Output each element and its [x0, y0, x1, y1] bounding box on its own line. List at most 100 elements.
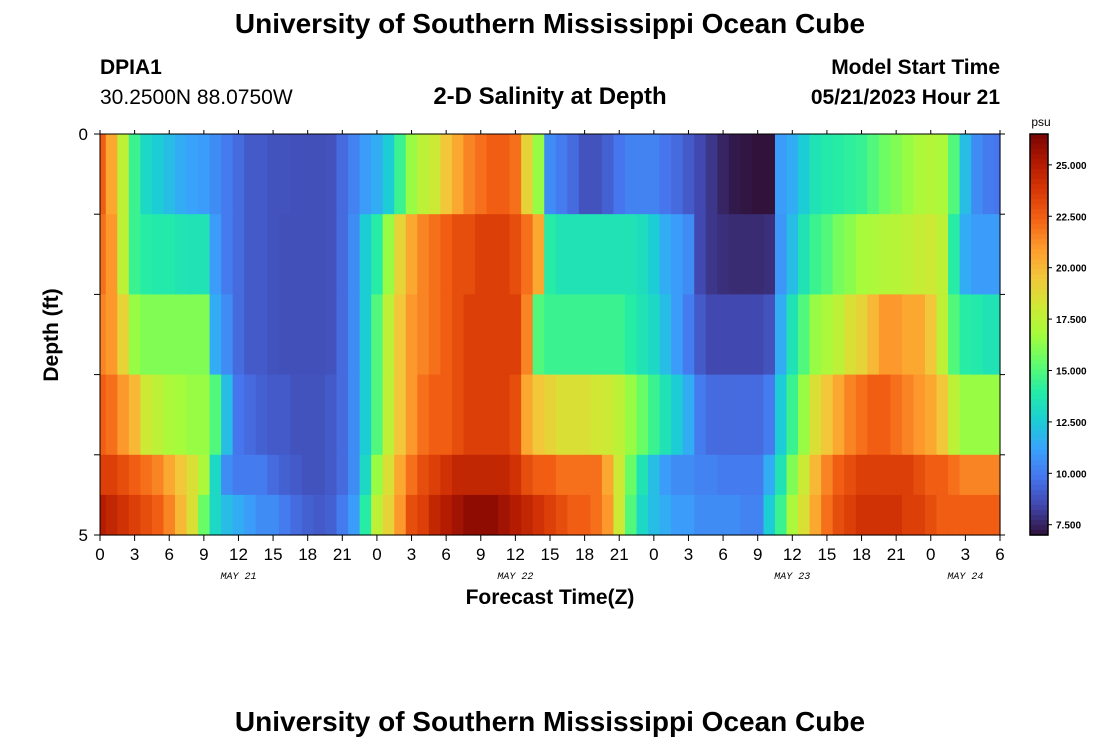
x-tick-label: 18: [852, 545, 871, 564]
heatmap-cell: [359, 374, 372, 456]
heatmap-cell: [198, 214, 211, 295]
heatmap-cell: [763, 374, 776, 456]
heatmap-cell: [763, 294, 776, 376]
heatmap-cell: [105, 454, 118, 496]
heatmap-cell: [740, 214, 753, 295]
heatmap-cell: [832, 494, 845, 536]
heatmap-cell: [798, 374, 811, 456]
colorbar-step: [1030, 279, 1048, 285]
x-tick-label: 15: [817, 545, 836, 564]
heatmap-cell: [475, 134, 488, 215]
heatmap-cell: [601, 134, 615, 215]
colorbar-step: [1030, 234, 1048, 240]
heatmap-cell: [100, 214, 107, 295]
heatmap-cell: [451, 134, 465, 215]
heatmap-cell: [475, 494, 488, 536]
heatmap-cell: [532, 294, 545, 376]
heatmap-cell: [371, 454, 384, 496]
colorbar-step: [1030, 499, 1048, 506]
heatmap-cell: [659, 494, 672, 536]
heatmap-cell: [636, 294, 649, 376]
heatmap-cell: [255, 294, 268, 376]
colorbar-step: [1030, 444, 1048, 451]
heatmap-cell: [325, 294, 338, 376]
heatmap-cell: [209, 494, 222, 536]
heatmap-cell: [901, 494, 915, 536]
heatmap-cell: [221, 294, 234, 376]
heatmap-cell: [117, 494, 130, 536]
heatmap-cell: [509, 294, 522, 376]
heatmap-cell: [186, 214, 199, 295]
heatmap-cell: [301, 454, 315, 496]
heatmap-cell: [336, 494, 349, 536]
x-tick-label: 6: [164, 545, 173, 564]
heatmap-cell: [809, 374, 822, 456]
colorbar-step: [1030, 384, 1048, 391]
heatmap-cell: [567, 294, 580, 376]
heatmap-cell: [971, 374, 984, 456]
heatmap-cell: [498, 374, 511, 456]
heatmap-cell: [221, 374, 234, 456]
heatmap-cell: [348, 134, 361, 215]
heatmap-cell: [313, 494, 326, 536]
heatmap-cell: [151, 374, 165, 456]
heatmap-cell: [267, 134, 280, 215]
heatmap-cell: [832, 374, 845, 456]
x-tick-label: 3: [130, 545, 139, 564]
heatmap-cell: [671, 134, 684, 215]
colorbar-step: [1030, 474, 1048, 481]
heatmap-cell: [405, 454, 418, 496]
heatmap-cell: [959, 454, 972, 496]
heatmap-cell: [925, 214, 938, 295]
heatmap-cell: [463, 214, 476, 295]
heatmap-cell: [567, 374, 580, 456]
heatmap-cell: [821, 134, 834, 215]
heatmap-cell: [128, 134, 141, 215]
heatmap-cell: [832, 454, 845, 496]
heatmap-cell: [890, 294, 903, 376]
colorbar-step: [1030, 479, 1048, 486]
heatmap-cell: [486, 374, 499, 456]
heatmap-cell: [786, 134, 799, 215]
heatmap-cell: [705, 374, 718, 456]
colorbar-step: [1030, 419, 1048, 426]
heatmap-cell: [948, 294, 961, 376]
colorbar-frame: [1029, 133, 1049, 536]
heatmap-cell: [786, 494, 799, 536]
x-tick-label: 0: [372, 545, 381, 564]
heatmap-cell: [694, 134, 707, 215]
heatmap-cell: [348, 214, 361, 295]
heatmap-row: [100, 214, 1001, 295]
heatmap-cell: [463, 494, 476, 536]
heatmap-cell: [209, 374, 222, 456]
colorbar-gradient: [1030, 134, 1048, 536]
page-title: University of Southern Mississippi Ocean…: [234, 8, 866, 39]
heatmap-cell: [809, 134, 822, 215]
heatmap-cell: [717, 134, 730, 215]
colorbar-step: [1030, 299, 1048, 306]
heatmap-cell: [855, 134, 868, 215]
heatmap-cell: [959, 294, 972, 376]
heatmap-cell: [982, 374, 995, 456]
heatmap-cell: [463, 134, 476, 215]
heatmap-cell: [751, 454, 765, 496]
heatmap-cell: [901, 294, 915, 376]
heatmap-cell: [798, 294, 811, 376]
colorbar-step: [1030, 249, 1048, 255]
heatmap-cell: [100, 454, 107, 496]
colorbar-step: [1030, 294, 1048, 301]
heatmap-cell: [901, 454, 915, 496]
colorbar-step: [1030, 274, 1048, 280]
colorbar-step: [1030, 359, 1048, 366]
heatmap-cell: [878, 374, 891, 456]
colorbar-step: [1030, 244, 1048, 250]
heatmap-cell: [394, 214, 407, 295]
heatmap-cell: [325, 214, 338, 295]
colorbar-step: [1030, 469, 1048, 476]
heatmap-cell: [140, 374, 153, 456]
heatmap-cell: [555, 374, 568, 456]
colorbar-step: [1030, 169, 1048, 175]
colorbar-step: [1030, 319, 1048, 326]
colorbar-step: [1030, 159, 1048, 165]
colorbar-step: [1030, 224, 1048, 230]
